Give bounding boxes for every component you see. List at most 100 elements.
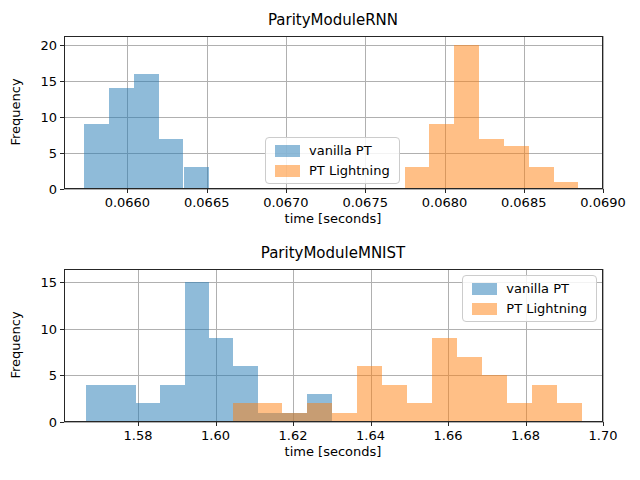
gridline-x [138,269,139,422]
gridline-x [603,36,604,189]
x-tick-mark [286,189,287,193]
histogram-bar-pt-lightning [454,45,479,189]
histogram-bar-pt-lightning [258,403,282,422]
histogram-bar-vanilla-pt [111,385,136,422]
x-tick-mark [603,189,604,193]
legend-entry: PT Lightning [275,163,390,178]
spine-left [64,269,65,422]
legend-label: PT Lightning [506,301,587,316]
histogram-bar-pt-lightning [504,146,529,189]
x-tick-mark [603,422,604,426]
x-tick-label: 0.0690 [580,195,626,210]
legend-entry: vanilla PT [472,281,587,296]
histogram-bar-vanilla-pt [184,167,209,189]
axes-top: 0.06600.06650.06700.06750.06800.06850.06… [64,36,603,189]
x-tick-mark [365,189,366,193]
x-tick-mark [445,189,446,193]
y-tick-label: 5 [19,368,57,383]
x-tick-label: 1.70 [589,428,618,443]
histogram-bar-vanilla-pt [109,88,134,189]
x-tick-label: 0.0665 [184,195,230,210]
x-tick-mark [526,422,527,426]
x-tick-label: 1.64 [356,428,385,443]
spine-bottom [64,421,603,422]
histogram-bar-vanilla-pt [136,403,160,422]
x-tick-mark [524,189,525,193]
spine-left [64,36,65,189]
x-tick-label: 1.60 [201,428,230,443]
histogram-bar-pt-lightning [407,403,432,422]
y-tick-label: 15 [19,275,57,290]
chart-title-top: ParityModuleRNN [268,11,398,29]
histogram-bar-pt-lightning [357,366,382,422]
legend-label: vanilla PT [309,143,372,158]
gridline-y [64,45,603,46]
gridline-y [64,422,603,423]
histogram-bar-pt-lightning [429,124,454,189]
y-tick-label: 0 [19,182,57,197]
y-tick-label: 0 [19,415,57,430]
x-tick-label: 0.0685 [501,195,547,210]
y-tick-label: 20 [19,38,57,53]
histogram-bar-vanilla-pt [84,124,109,189]
histogram-bar-pt-lightning [457,357,482,422]
x-tick-mark [207,189,208,193]
x-tick-label: 0.0670 [263,195,309,210]
pt-lightning-swatch [472,303,497,315]
x-axis-label-bottom: time [seconds] [285,444,382,459]
gridline-y [64,375,603,376]
histogram-bar-vanilla-pt [209,338,233,422]
y-tick-mark [60,422,64,423]
histogram-bar-pt-lightning [405,167,429,189]
histogram-bar-pt-lightning [529,167,554,189]
y-tick-label: 10 [19,110,57,125]
legend-label: vanilla PT [506,281,569,296]
legend: vanilla PT PT Lightning [265,137,400,184]
y-tick-mark [60,282,64,283]
chart-title-bottom: ParityModuleMNIST [261,244,405,262]
x-tick-label: 1.66 [434,428,463,443]
vanilla-pt-swatch [472,283,497,295]
vanilla-pt-swatch [275,145,300,157]
histogram-bar-vanilla-pt [159,139,183,189]
pt-lightning-swatch [275,165,300,177]
legend-entry: PT Lightning [472,301,587,316]
x-tick-label: 1.58 [124,428,153,443]
x-tick-mark [138,422,139,426]
histogram-bar-vanilla-pt [86,385,111,422]
x-axis-label-top: time [seconds] [285,211,382,226]
y-tick-mark [60,45,64,46]
gridline-y [64,189,603,190]
gridline-x [603,269,604,422]
spine-right [602,36,603,189]
x-tick-label: 1.62 [279,428,308,443]
x-tick-mark [371,422,372,426]
histogram-bar-pt-lightning [432,338,457,422]
y-tick-mark [60,375,64,376]
y-tick-mark [60,329,64,330]
histogram-bar-pt-lightning [307,403,332,422]
y-tick-label: 5 [19,146,57,161]
histogram-bar-vanilla-pt [185,282,209,422]
y-tick-mark [60,117,64,118]
x-tick-label: 1.68 [511,428,540,443]
x-tick-label: 0.0660 [105,195,151,210]
gridline-x [207,36,208,189]
spine-top [64,36,603,37]
histogram-bar-vanilla-pt [160,385,185,422]
spine-bottom [64,188,603,189]
y-tick-label: 10 [19,321,57,336]
histogram-bar-pt-lightning [557,403,582,422]
legend-entry: vanilla PT [275,143,390,158]
y-tick-label: 15 [19,74,57,89]
y-tick-mark [60,189,64,190]
x-tick-mark [127,189,128,193]
axes-bottom: 1.581.601.621.641.661.681.70051015vanill… [64,269,603,422]
x-tick-mark [216,422,217,426]
x-tick-mark [448,422,449,426]
histogram-bar-pt-lightning [482,375,507,422]
histogram-bar-pt-lightning [233,403,258,422]
histogram-bar-pt-lightning [479,139,504,189]
gridline-y [64,329,603,330]
y-tick-mark [60,81,64,82]
